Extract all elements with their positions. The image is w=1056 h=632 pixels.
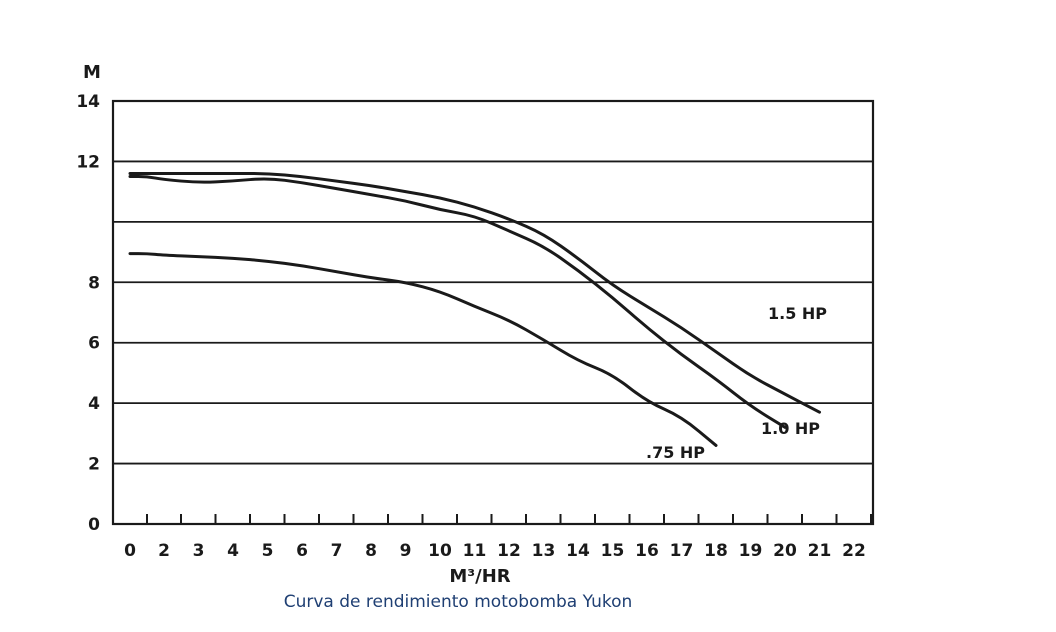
y-tick-label: 8 [88,273,100,293]
x-tick-label: 3 [193,541,205,561]
x-tick-label: 15 [601,541,625,561]
y-axis-title: M [83,62,101,83]
x-axis-title: M³/HR [449,566,510,587]
series-label: .75 HP [646,443,705,462]
x-tick-label: 6 [296,541,308,561]
x-tick-label: 2 [158,541,170,561]
chart-caption: Curva de rendimiento motobomba Yukon [283,592,633,612]
y-tick-label: 14 [76,92,100,112]
x-tick-label: 19 [739,541,763,561]
x-tick-label: 4 [227,541,239,561]
series-label: 1.0 HP [761,419,820,438]
y-tick-label: 6 [88,334,100,354]
y-tick-label: 4 [88,394,100,414]
x-tick-label: 13 [532,541,556,561]
y-tick-label: 2 [88,455,100,475]
y-tick-label: 0 [88,515,100,535]
y-tick-label: 12 [76,152,100,172]
x-tick-label: 22 [842,541,866,561]
x-tick-label: 16 [635,541,659,561]
x-tick-label: 21 [808,541,832,561]
x-tick-label: 11 [463,541,487,561]
x-tick-label: 0 [124,541,136,561]
series-label: 1.5 HP [768,304,827,323]
tick-layer: 0 2 4 6 8 12 14 0 2 3 4 5 6 7 8 9 10 11 12 13 14 15 16 17 18 19 20… [76,92,872,561]
series-line [128,172,821,414]
series-line [128,252,718,447]
x-tick-label: 7 [331,541,343,561]
series-line [128,175,787,429]
x-tick-label: 17 [670,541,694,561]
plot-frame [111,99,875,526]
x-tick-label: 12 [497,541,521,561]
x-tick-label: 18 [704,541,728,561]
x-tick-label: 20 [773,541,797,561]
series-layer: 1.5 HP 1.0 HP .75 HP [128,172,827,462]
x-tick-label: 5 [262,541,274,561]
x-tick-label: 10 [428,541,452,561]
x-tick-label: 9 [400,541,412,561]
x-tick-label: 14 [566,541,590,561]
x-tick-label: 8 [365,541,377,561]
grid-layer [113,160,873,465]
